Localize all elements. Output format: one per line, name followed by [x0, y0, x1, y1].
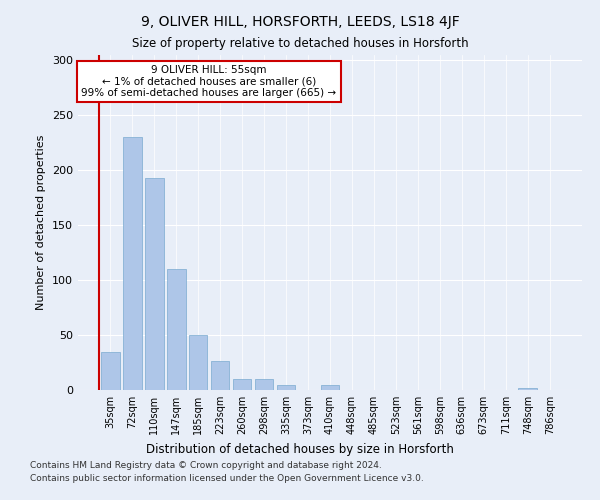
- Bar: [123, 138, 142, 390]
- Bar: [320, 384, 340, 390]
- Text: Distribution of detached houses by size in Horsforth: Distribution of detached houses by size …: [146, 442, 454, 456]
- Bar: [167, 269, 185, 390]
- Y-axis label: Number of detached properties: Number of detached properties: [37, 135, 46, 310]
- Bar: [189, 335, 208, 390]
- Text: Contains public sector information licensed under the Open Government Licence v3: Contains public sector information licen…: [30, 474, 424, 483]
- Text: 9, OLIVER HILL, HORSFORTH, LEEDS, LS18 4JF: 9, OLIVER HILL, HORSFORTH, LEEDS, LS18 4…: [140, 15, 460, 29]
- Bar: [255, 379, 274, 390]
- Bar: [277, 384, 295, 390]
- Text: Size of property relative to detached houses in Horsforth: Size of property relative to detached ho…: [131, 38, 469, 51]
- Bar: [233, 379, 251, 390]
- Text: 9 OLIVER HILL: 55sqm
← 1% of detached houses are smaller (6)
99% of semi-detache: 9 OLIVER HILL: 55sqm ← 1% of detached ho…: [82, 65, 337, 98]
- Bar: [101, 352, 119, 390]
- Bar: [211, 362, 229, 390]
- Bar: [518, 388, 537, 390]
- Text: Contains HM Land Registry data © Crown copyright and database right 2024.: Contains HM Land Registry data © Crown c…: [30, 460, 382, 469]
- Bar: [145, 178, 164, 390]
